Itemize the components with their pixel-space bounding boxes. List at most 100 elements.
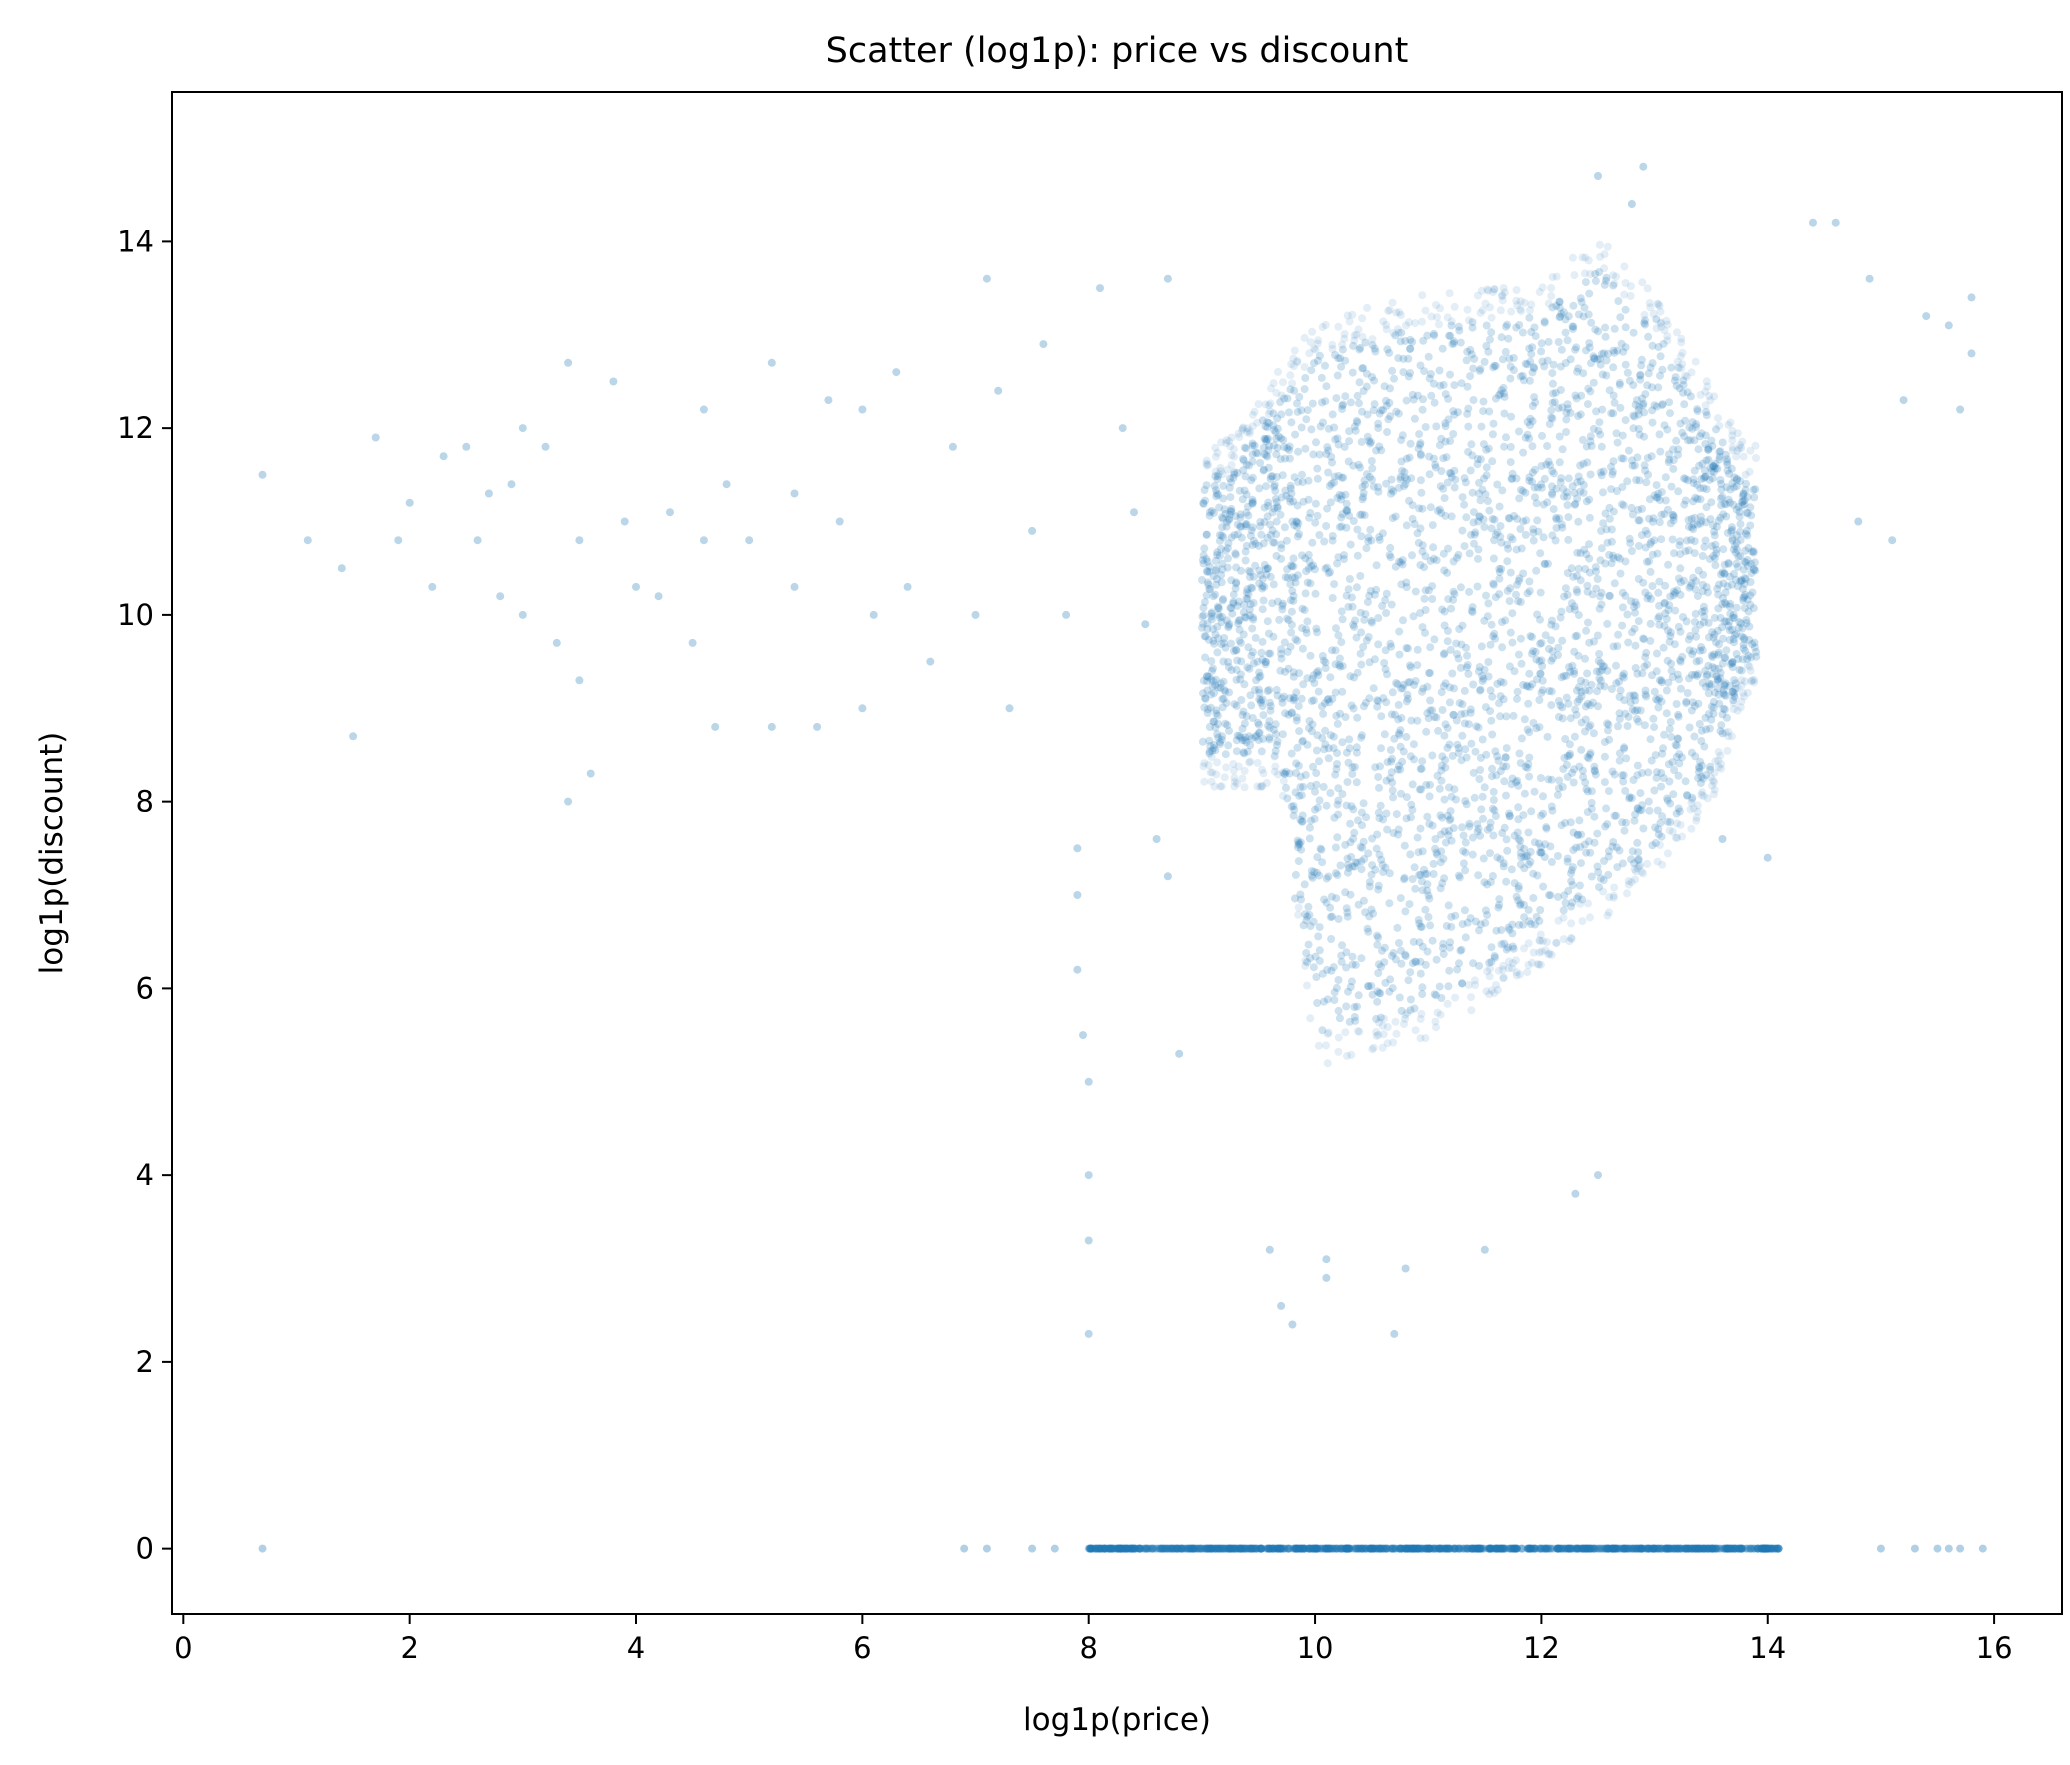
scatter-point [1478, 306, 1487, 315]
scatter-point [1616, 403, 1625, 412]
scatter-point [1415, 871, 1424, 879]
scatter-point [1368, 475, 1376, 484]
scatter-point [1763, 1544, 1772, 1553]
scatter-point [1387, 642, 1396, 651]
scatter-point [1304, 940, 1313, 949]
scatter-point [1738, 492, 1747, 501]
scatter-point [1615, 756, 1624, 765]
scatter-point [1220, 634, 1229, 642]
scatter-point [1719, 510, 1728, 519]
scatter-point [1652, 324, 1661, 333]
scatter-point [1736, 703, 1745, 712]
scatter-point [1488, 515, 1497, 523]
scatter-point [1290, 805, 1299, 814]
scatter-point [1736, 520, 1745, 529]
scatter-point [1451, 993, 1460, 1002]
scatter-point [1729, 696, 1738, 705]
scatter-point [1319, 656, 1328, 665]
scatter-point [1236, 513, 1245, 522]
scatter-point [1640, 319, 1649, 328]
points-layer [258, 162, 1987, 1553]
scatter-point [1586, 848, 1595, 857]
scatter-point [1368, 335, 1377, 344]
scatter-point [892, 368, 901, 377]
scatter-point [1529, 536, 1538, 545]
scatter-point [666, 508, 674, 517]
scatter-point [1466, 466, 1475, 475]
scatter-point [1669, 513, 1678, 521]
scatter-point [1370, 655, 1379, 664]
scatter-point [1655, 612, 1664, 621]
scatter-point [1563, 501, 1572, 510]
scatter-point [1521, 488, 1530, 497]
scatter-point [1642, 692, 1651, 701]
scatter-point [1390, 710, 1399, 719]
scatter-point [1287, 749, 1296, 758]
scatter-point [1574, 472, 1583, 481]
scatter-point [1460, 709, 1469, 718]
scatter-point [1383, 1023, 1392, 1031]
scatter-point [1496, 390, 1505, 398]
scatter-point [1539, 792, 1547, 801]
scatter-point [1359, 493, 1368, 502]
scatter-point [1273, 414, 1282, 423]
scatter-point [1740, 635, 1749, 644]
scatter-point [1350, 422, 1359, 431]
scatter-point [1277, 1301, 1286, 1310]
scatter-point [1492, 926, 1501, 935]
scatter-point [1242, 541, 1251, 550]
scatter-point [1240, 600, 1249, 609]
scatter-point [1621, 557, 1630, 566]
scatter-point [1533, 516, 1542, 525]
scatter-point [1438, 344, 1447, 353]
scatter-point [1574, 364, 1583, 373]
scatter-point [1288, 573, 1297, 582]
scatter-point [1423, 812, 1432, 821]
scatter-point [1400, 468, 1409, 477]
scatter-point [1676, 537, 1684, 546]
scatter-point [1402, 396, 1411, 405]
scatter-point [1389, 829, 1398, 837]
scatter-point [1358, 821, 1366, 830]
scatter-point [1548, 482, 1556, 491]
scatter-point [1406, 995, 1415, 1004]
scatter-point [575, 536, 584, 545]
scatter-point [1303, 958, 1312, 967]
scatter-point [1255, 579, 1264, 588]
scatter-point [1360, 511, 1369, 520]
scatter-point [1363, 303, 1372, 312]
scatter-point [1430, 398, 1439, 407]
scatter-point [1341, 1028, 1350, 1037]
scatter-point [1413, 661, 1422, 670]
scatter-point [1444, 394, 1453, 403]
scatter-point [1705, 724, 1714, 733]
scatter-point [1481, 703, 1490, 712]
scatter-point [1740, 500, 1749, 509]
scatter-point [1609, 363, 1618, 372]
scatter-point [1487, 524, 1496, 533]
scatter-point [1357, 857, 1366, 866]
scatter-point [1653, 549, 1662, 558]
scatter-point [1721, 450, 1730, 459]
scatter-point [1547, 284, 1556, 292]
scatter-point [1567, 919, 1576, 928]
scatter-point [1575, 881, 1584, 890]
scatter-point [1366, 439, 1375, 448]
scatter-point [1366, 587, 1375, 595]
scatter-point [1331, 688, 1340, 697]
scatter-point [1357, 532, 1366, 541]
scatter-point [1333, 371, 1342, 380]
scatter-point [1429, 329, 1438, 338]
scatter-point [1448, 669, 1457, 678]
scatter-point [1615, 709, 1624, 718]
scatter-point [1333, 833, 1342, 842]
scatter-point [1527, 807, 1536, 816]
scatter-point [1514, 835, 1523, 844]
scatter-point [1583, 753, 1592, 762]
scatter-point [1587, 359, 1595, 368]
scatter-point [1320, 537, 1329, 546]
scatter-point [1118, 424, 1127, 433]
scatter-point [1310, 814, 1319, 823]
scatter-point [1493, 528, 1502, 537]
scatter-point [1628, 628, 1636, 637]
